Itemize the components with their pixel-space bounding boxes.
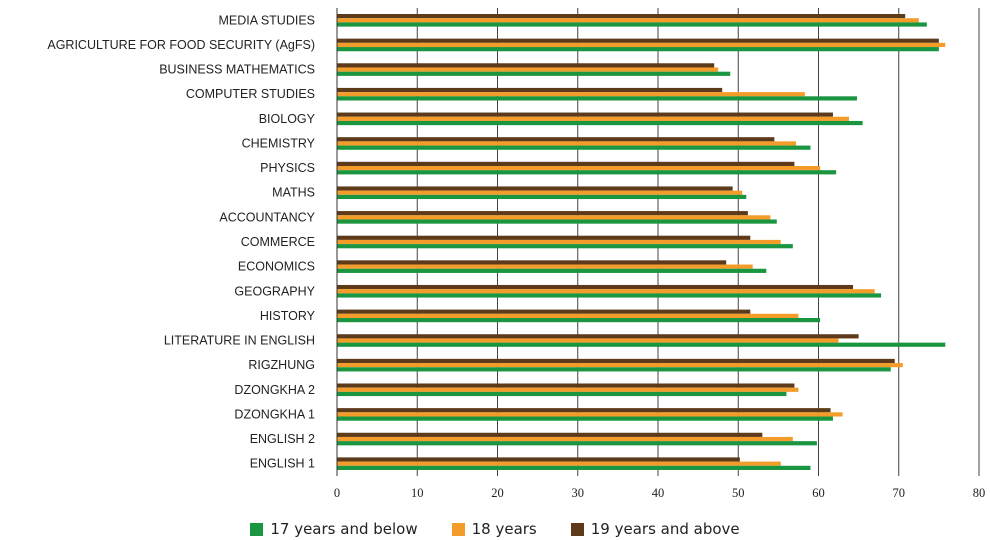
category-label: DZONGKHA 1 (234, 407, 315, 421)
bar-maths-s0 (337, 194, 747, 200)
legend-swatch-17-and-below (250, 522, 264, 536)
category-label: BIOLOGY (259, 112, 316, 126)
bar-history-s2 (337, 309, 751, 314)
bar-history-s1 (337, 313, 799, 318)
bar-maths-s2 (337, 186, 733, 191)
x-tick-label: 40 (652, 486, 665, 500)
bar-accountancy-s0 (337, 219, 777, 224)
legend-item-18: 18 years (451, 520, 537, 538)
bar-business-mathematics-s2 (337, 63, 715, 68)
bar-computer-studies-s1 (337, 92, 805, 97)
bar-dzongkha-1-s2 (337, 408, 831, 413)
category-label: ACCOUNTANCY (219, 210, 315, 224)
bar-english-2-s2 (337, 432, 763, 437)
bar-literature-in-english-s1 (337, 338, 839, 343)
category-label: ENGLISH 2 (250, 432, 315, 446)
bar-physics-s0 (337, 170, 837, 175)
bar-maths-s1 (337, 190, 743, 195)
bar-literature-in-english-s2 (337, 334, 859, 339)
category-label: LITERATURE IN ENGLISH (164, 334, 315, 348)
bar-commerce-s0 (337, 244, 793, 249)
legend: 17 years and below 18 years 19 years and… (0, 519, 990, 539)
bar-biology-s1 (337, 116, 849, 121)
category-label: CHEMISTRY (242, 136, 316, 150)
legend-label-19-and-above: 19 years and above (590, 520, 740, 538)
category-label: BUSINESS MATHEMATICS (159, 63, 315, 77)
bar-english-2-s0 (337, 441, 817, 446)
category-label: MATHS (272, 186, 315, 200)
bar-english-1-s0 (337, 465, 811, 470)
category-label: DZONGKHA 2 (234, 383, 315, 397)
bar-business-mathematics-s0 (337, 71, 731, 76)
bar-english-1-s1 (337, 461, 781, 466)
category-labels: MEDIA STUDIES AGRICULTURE FOR FOOD SECURI… (47, 13, 315, 470)
category-label: AGRICULTURE FOR FOOD SECURITY (AgFS) (47, 38, 315, 52)
bar-dzongkha-2-s0 (337, 391, 787, 397)
bar-dzongkha-1-s1 (337, 412, 843, 417)
bar-geography-s2 (337, 284, 854, 290)
bar-rigzhung-s0 (337, 367, 891, 372)
category-label: ECONOMICS (238, 260, 315, 274)
category-label: ENGLISH 1 (250, 457, 315, 471)
bar-dzongkha-2-s2 (337, 383, 795, 388)
x-tick-label: 0 (334, 486, 340, 500)
bar-chemistry-s2 (337, 137, 775, 142)
bar-rigzhung-s1 (337, 363, 903, 368)
bar-computer-studies-s0 (337, 96, 858, 101)
x-tick-label: 50 (732, 486, 745, 500)
legend-item-17-and-below: 17 years and below (250, 520, 418, 538)
bar-english-2-s1 (337, 436, 793, 442)
bar-dzongkha-2-s1 (337, 387, 799, 392)
bar-economics-s1 (337, 264, 753, 269)
x-tick-label: 30 (572, 486, 585, 500)
x-tick-label: 10 (411, 486, 424, 500)
x-tick-label: 70 (893, 486, 906, 500)
bar-media-studies-s0 (337, 22, 927, 27)
legend-label-18: 18 years (471, 520, 537, 538)
bar-accountancy-s1 (337, 215, 771, 220)
bar-chemistry-s0 (337, 145, 811, 150)
x-tick-label: 20 (491, 486, 504, 500)
bar-economics-s2 (337, 260, 727, 265)
bar-commerce-s2 (337, 235, 751, 240)
bar-geography-s0 (337, 293, 882, 298)
bar-biology-s0 (337, 120, 863, 126)
bar-computer-studies-s2 (337, 87, 723, 93)
bar-accountancy-s2 (337, 211, 748, 216)
category-label: HISTORY (260, 309, 316, 323)
bar-biology-s2 (337, 112, 833, 117)
x-tick-labels: 0 10 20 30 40 50 60 70 80 (334, 486, 985, 500)
bars (337, 14, 946, 470)
bar-business-mathematics-s1 (337, 67, 719, 72)
category-label: PHYSICS (260, 161, 315, 175)
bar-agriculture-for-food-security-agfs--s0 (337, 47, 939, 52)
bar-history-s0 (337, 317, 821, 323)
bar-physics-s1 (337, 166, 821, 171)
category-label: COMMERCE (241, 235, 315, 249)
bar-chemistry-s1 (337, 141, 797, 146)
legend-swatch-19-and-above (570, 522, 584, 536)
bar-media-studies-s2 (337, 14, 906, 19)
bar-geography-s1 (337, 289, 875, 294)
bar-agriculture-for-food-security-agfs--s1 (337, 42, 946, 48)
bar-media-studies-s1 (337, 18, 919, 23)
bar-english-1-s2 (337, 457, 740, 462)
category-label: RIGZHUNG (248, 358, 315, 372)
bar-physics-s2 (337, 161, 795, 167)
bar-dzongkha-1-s0 (337, 416, 833, 421)
bar-agriculture-for-food-security-agfs--s2 (337, 38, 939, 43)
x-tick-label: 80 (973, 486, 986, 500)
legend-item-19-and-above: 19 years and above (570, 520, 740, 538)
bar-economics-s0 (337, 268, 767, 273)
bar-literature-in-english-s0 (337, 342, 946, 347)
category-label: COMPUTER STUDIES (186, 87, 315, 101)
legend-swatch-18 (451, 522, 465, 536)
category-label: GEOGRAPHY (234, 284, 315, 298)
category-label: MEDIA STUDIES (218, 13, 315, 27)
legend-label-17-and-below: 17 years and below (270, 520, 418, 538)
bar-rigzhung-s2 (337, 358, 895, 364)
x-tick-label: 60 (812, 486, 825, 500)
bar-commerce-s1 (337, 239, 781, 245)
